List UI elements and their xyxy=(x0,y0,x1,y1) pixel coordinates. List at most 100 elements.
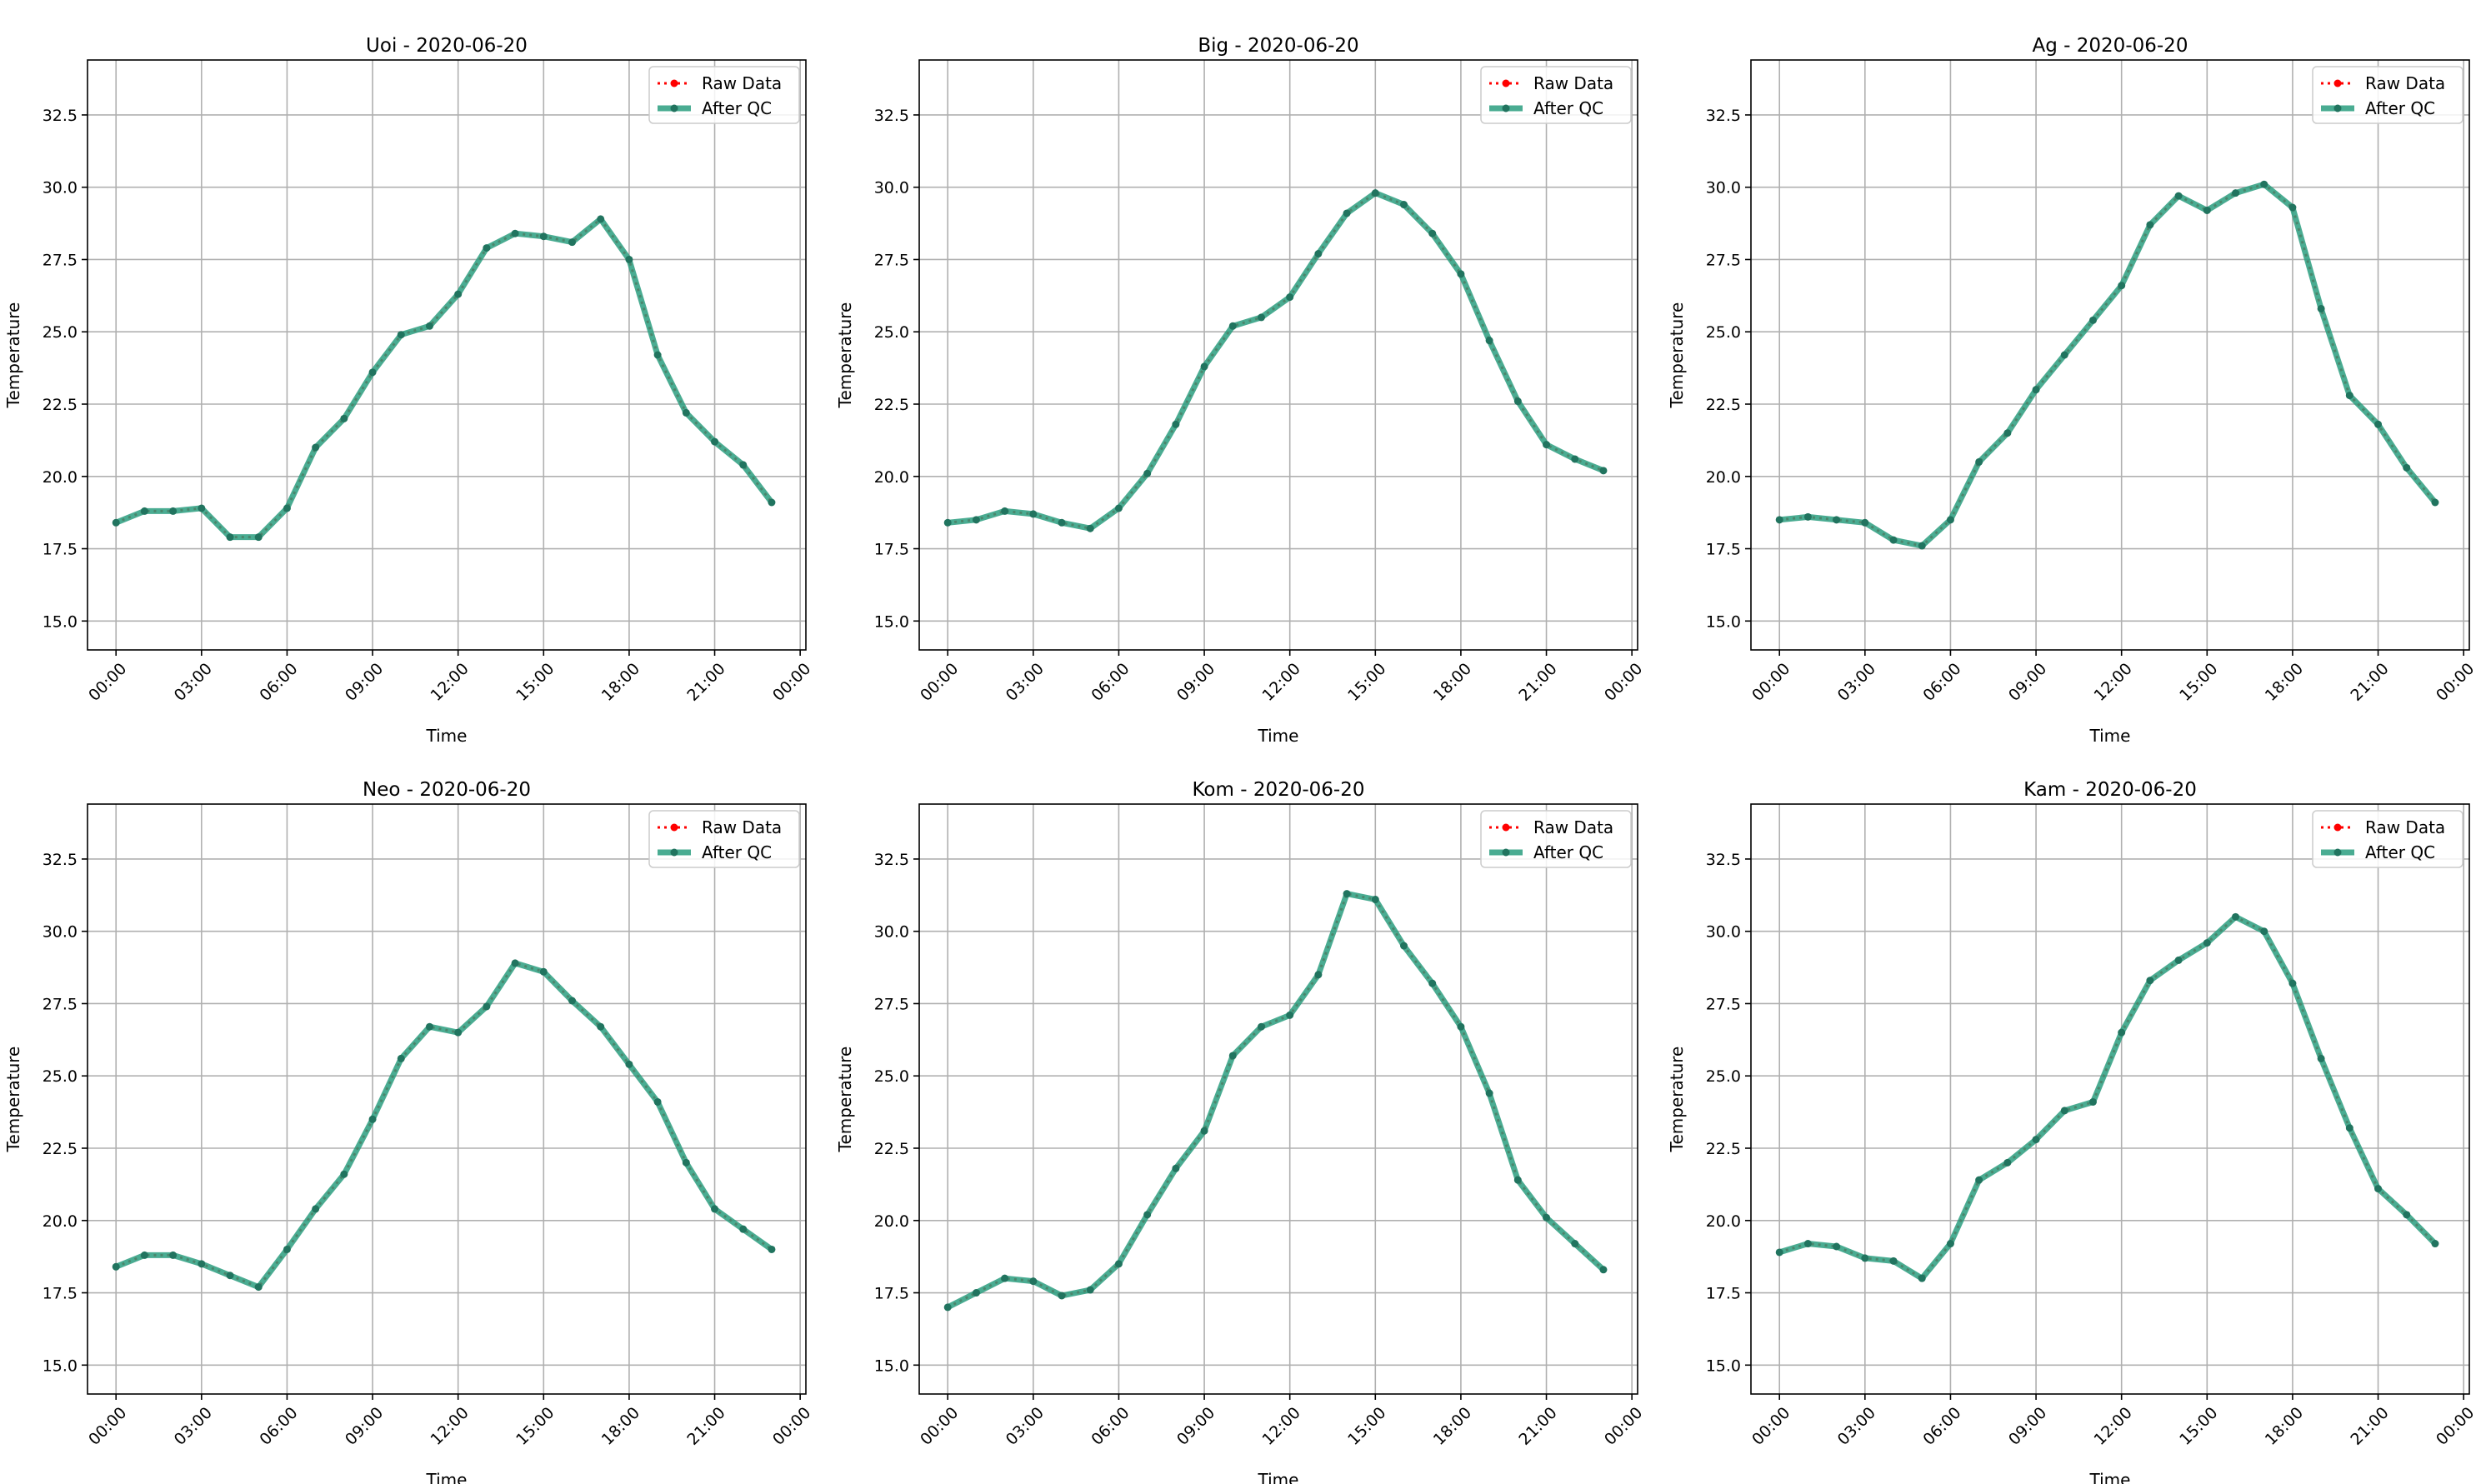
data-point-after-qc xyxy=(169,1251,178,1259)
x-axis-label: Time xyxy=(1258,726,1299,746)
x-axis-label: Time xyxy=(426,1470,468,1484)
x-tick-label: 00:00 xyxy=(1601,1404,1646,1449)
data-point-after-qc xyxy=(254,1283,263,1292)
axes-frame xyxy=(87,803,807,1395)
axes-frame xyxy=(87,59,807,651)
y-tick-label: 27.5 xyxy=(43,995,78,1013)
y-tick-label: 20.0 xyxy=(874,1212,909,1231)
chart-title: Neo - 2020-06-20 xyxy=(363,779,531,801)
data-point-after-qc xyxy=(425,322,433,330)
data-point-after-qc xyxy=(1143,469,1152,477)
data-point-after-qc xyxy=(283,1245,291,1253)
axes-frame xyxy=(1750,59,2470,651)
x-tick-label: 09:00 xyxy=(342,1404,387,1449)
data-point-after-qc xyxy=(312,443,320,452)
x-tick-label: 15:00 xyxy=(513,1404,558,1449)
data-point-after-qc xyxy=(1086,524,1094,532)
data-point-after-qc xyxy=(568,238,577,247)
y-tick-label: 17.5 xyxy=(874,541,909,559)
data-point-after-qc xyxy=(2288,979,2297,987)
data-point-after-qc xyxy=(653,351,662,359)
x-tick-label: 00:00 xyxy=(1748,1404,1793,1449)
data-point-after-qc xyxy=(2060,1107,2068,1115)
data-point-after-qc xyxy=(1485,337,1493,345)
subplot-4: 15.0 17.5 20.0 22.5 25.0 27.5 30.0 32.5 00:00 03:… xyxy=(835,779,1646,1484)
x-tick-label: 09:00 xyxy=(1173,1404,1218,1449)
data-point-after-qc xyxy=(2431,1240,2439,1248)
data-point-after-qc xyxy=(1172,1164,1180,1172)
data-point-after-qc xyxy=(2317,304,2325,312)
data-point-after-qc xyxy=(625,1060,633,1068)
data-point-after-qc xyxy=(1571,455,1579,463)
x-tick-label: 09:00 xyxy=(342,660,387,705)
y-axis-label: Temperature xyxy=(1667,302,1687,409)
x-tick-label: 15:00 xyxy=(513,660,558,705)
data-point-after-qc xyxy=(2374,420,2383,428)
data-point-after-qc xyxy=(2345,392,2353,400)
x-tick-label: 00:00 xyxy=(2433,660,2478,705)
y-tick-label: 32.5 xyxy=(874,107,909,125)
x-tick-label: 09:00 xyxy=(1173,660,1218,705)
y-axis-label: Temperature xyxy=(835,302,855,409)
subplot-1: 15.0 17.5 20.0 22.5 25.0 27.5 30.0 32.5 00:00 03:… xyxy=(835,35,1646,746)
data-point-after-qc xyxy=(397,331,405,339)
x-tick-label: 12:00 xyxy=(428,1404,473,1449)
data-point-after-qc xyxy=(254,533,263,542)
series-line-after-qc xyxy=(1778,181,2438,549)
data-point-after-qc xyxy=(1001,1274,1009,1282)
data-point-after-qc xyxy=(312,1205,320,1213)
x-tick-label: 06:00 xyxy=(256,660,301,705)
y-tick-label: 15.0 xyxy=(874,612,909,631)
data-point-after-qc xyxy=(226,533,234,542)
legend-marker-after-qc xyxy=(670,104,678,112)
legend-label-after-qc: After QC xyxy=(702,98,772,118)
y-tick-label: 27.5 xyxy=(874,251,909,269)
series-line-after-qc xyxy=(114,216,774,541)
x-tick-label: 03:00 xyxy=(1834,660,1879,705)
y-tick-label: 20.0 xyxy=(43,1212,78,1231)
data-point-after-qc xyxy=(2317,1054,2325,1062)
legend: Raw Data After QC xyxy=(2312,810,2463,868)
legend: Raw Data After QC xyxy=(1480,66,1632,124)
x-axis-label: Time xyxy=(1258,1470,1299,1484)
data-point-after-qc xyxy=(2118,1028,2126,1037)
y-tick-label: 32.5 xyxy=(1706,107,1741,125)
y-tick-label: 32.5 xyxy=(43,851,78,869)
data-point-after-qc xyxy=(140,507,148,515)
data-point-after-qc xyxy=(682,408,690,417)
data-point-after-qc xyxy=(198,1260,206,1268)
data-point-after-qc xyxy=(1803,512,1812,521)
data-point-after-qc xyxy=(368,368,377,377)
data-point-after-qc xyxy=(739,1225,748,1233)
data-point-after-qc xyxy=(597,1022,605,1031)
data-point-after-qc xyxy=(2260,927,2268,936)
y-tick-label: 15.0 xyxy=(43,612,78,631)
legend-marker-after-qc xyxy=(1502,848,1510,857)
x-tick-label: 00:00 xyxy=(917,660,962,705)
data-point-after-qc xyxy=(1428,229,1437,237)
y-tick-label: 25.0 xyxy=(43,323,78,342)
axes-frame xyxy=(1750,803,2470,1395)
legend-label-after-qc: After QC xyxy=(1533,842,1603,862)
data-point-after-qc xyxy=(768,1245,776,1253)
x-tick-label: 09:00 xyxy=(2005,1404,2050,1449)
data-point-after-qc xyxy=(483,1002,491,1011)
data-point-after-qc xyxy=(2003,429,2012,437)
legend-marker-raw-data xyxy=(2333,79,2342,87)
data-point-after-qc xyxy=(1457,270,1465,278)
data-point-after-qc xyxy=(1918,1274,1926,1282)
data-point-after-qc xyxy=(2174,192,2183,200)
x-tick-label: 21:00 xyxy=(1515,1404,1560,1449)
series-line-raw-data xyxy=(115,217,773,539)
data-point-after-qc xyxy=(1833,1242,1841,1251)
data-point-after-qc xyxy=(1314,971,1323,979)
data-point-after-qc xyxy=(1775,1248,1783,1257)
data-point-after-qc xyxy=(1803,1240,1812,1248)
x-tick-label: 00:00 xyxy=(917,1404,962,1449)
data-point-after-qc xyxy=(1889,536,1898,544)
data-point-after-qc xyxy=(1571,1240,1579,1248)
data-point-after-qc xyxy=(454,1028,463,1037)
data-point-after-qc xyxy=(1889,1257,1898,1265)
data-point-after-qc xyxy=(2345,1124,2353,1132)
series-line-after-qc xyxy=(114,960,774,1291)
